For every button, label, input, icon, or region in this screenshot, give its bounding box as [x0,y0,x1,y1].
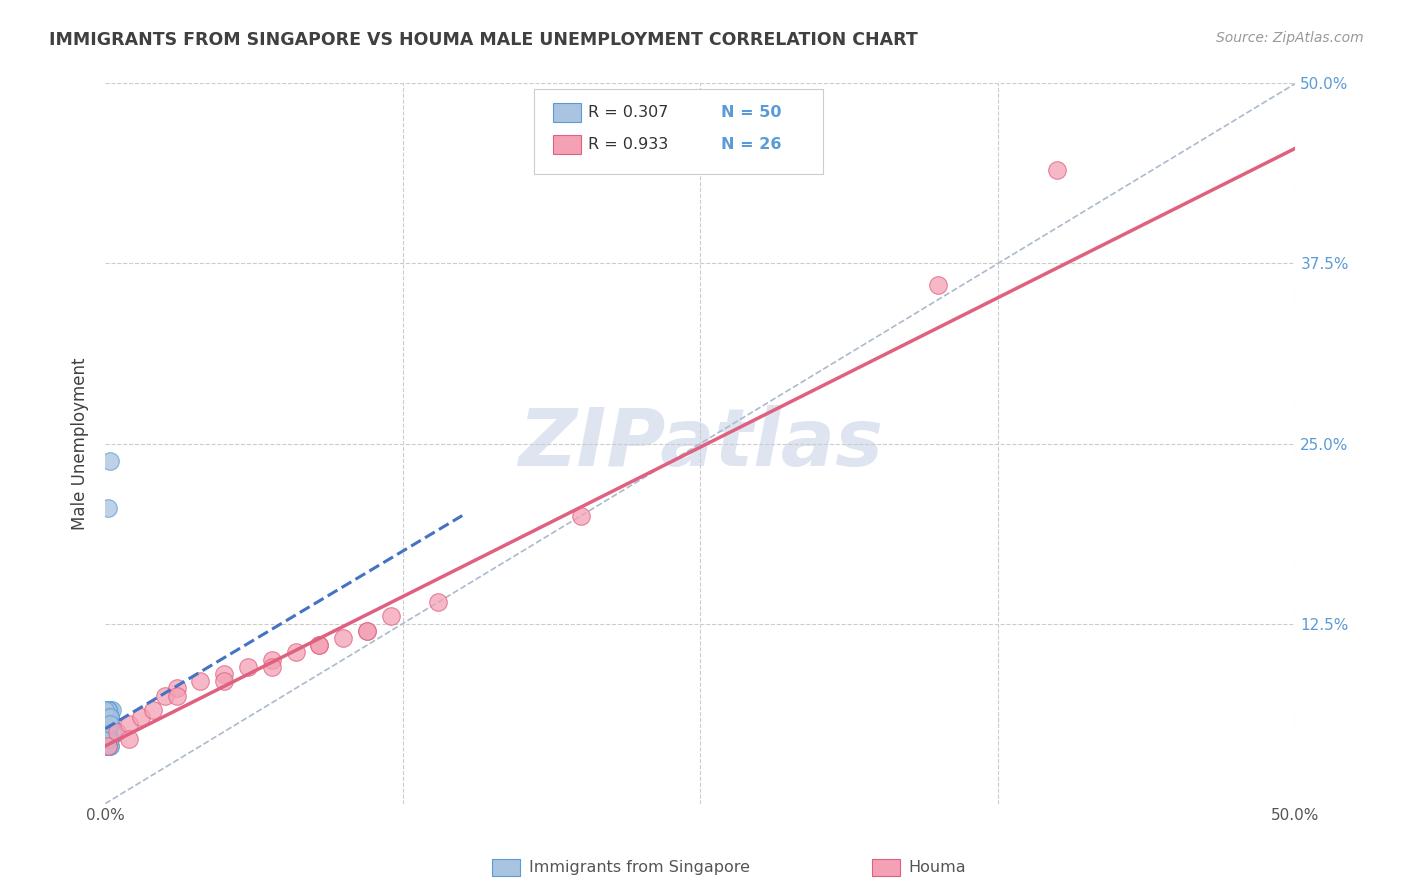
Point [97,717,120,731]
Point [97,739,120,753]
Point [427,595,450,609]
Point [97,724,120,739]
Point [98,717,121,731]
Point [166,689,188,703]
Point [105,724,128,739]
Point [97,731,120,746]
Point [97,731,120,746]
Point [98,731,121,746]
Text: R = 0.307: R = 0.307 [588,105,668,120]
Point [97,710,120,724]
Point [98,717,121,731]
Point [98,710,121,724]
Text: IMMIGRANTS FROM SINGAPORE VS HOUMA MALE UNEMPLOYMENT CORRELATION CHART: IMMIGRANTS FROM SINGAPORE VS HOUMA MALE … [49,31,918,49]
Text: Houma: Houma [908,860,966,874]
Point [97,703,120,717]
Point [97,710,120,724]
Point [97,717,120,731]
Point [118,731,141,746]
Point [98,710,121,724]
Point [166,681,188,696]
Text: R = 0.933: R = 0.933 [588,137,668,152]
Point [98,739,121,753]
Point [308,638,330,652]
Y-axis label: Male Unemployment: Male Unemployment [72,358,89,530]
Point [356,624,378,638]
Point [97,710,120,724]
Point [98,454,121,468]
Point [98,710,121,724]
Point [101,724,124,739]
Point [97,731,120,746]
Point [94,703,117,717]
Point [97,717,120,731]
Point [212,667,235,681]
Point [284,645,307,659]
Point [94,724,117,739]
Point [97,731,120,746]
Point [98,703,121,717]
Point [129,710,152,724]
Point [569,508,592,523]
Point [94,739,117,753]
Point [153,689,176,703]
Point [260,652,283,666]
Text: Immigrants from Singapore: Immigrants from Singapore [529,860,749,874]
Point [927,278,949,293]
Point [94,724,117,739]
Point [236,660,259,674]
Point [332,631,354,645]
Point [98,731,121,746]
Text: ZIPatlas: ZIPatlas [517,405,883,483]
Point [97,724,120,739]
Point [94,717,117,731]
Point [308,638,330,652]
Point [142,703,165,717]
Point [97,739,120,753]
Point [97,501,120,516]
Point [97,731,120,746]
Point [97,731,120,746]
Point [190,674,212,689]
Point [97,710,120,724]
Point [94,724,117,739]
Point [97,724,120,739]
Point [118,717,141,731]
Text: N = 50: N = 50 [721,105,782,120]
Point [212,674,235,689]
Point [98,710,121,724]
Point [97,739,120,753]
Point [260,660,283,674]
Text: N = 26: N = 26 [721,137,782,152]
Point [97,724,120,739]
Point [356,624,378,638]
Point [97,724,120,739]
Point [98,739,121,753]
Point [380,609,402,624]
Point [97,703,120,717]
Text: Source: ZipAtlas.com: Source: ZipAtlas.com [1216,31,1364,45]
Point [94,703,117,717]
Point [98,717,121,731]
Point [97,717,120,731]
Point [1046,162,1069,177]
Point [97,739,120,753]
Point [98,710,121,724]
Point [101,703,124,717]
Point [94,717,117,731]
Point [97,710,120,724]
